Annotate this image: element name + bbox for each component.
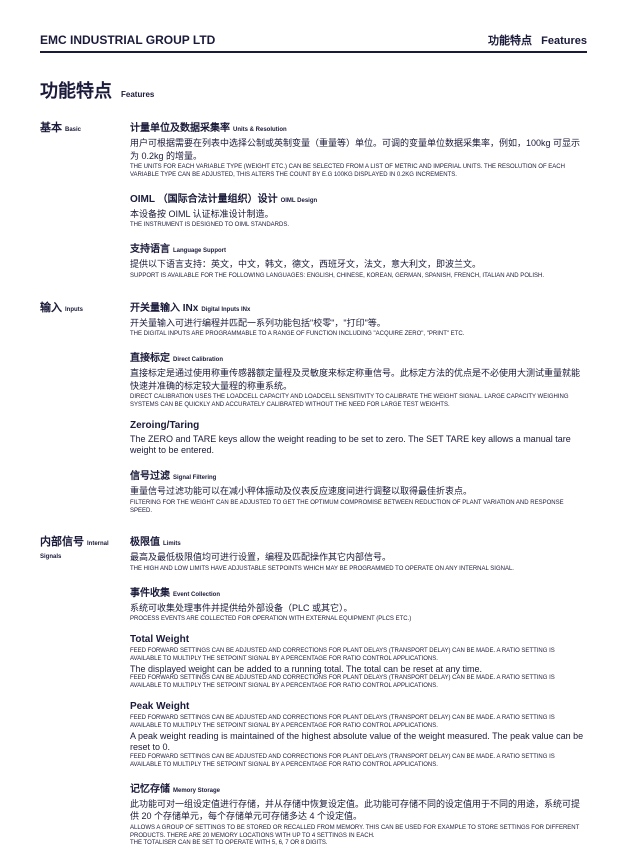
feature-desc-en: Feed forward settings can be adjusted an… [130, 675, 587, 691]
feature-title-cn: OIML （国际合法计量组织）设计 [130, 194, 278, 205]
feature-title-en: Event Collection [173, 592, 220, 598]
feature-title-en: Digital Inputs INx [201, 307, 250, 313]
feature: OIML （国际合法计量组织）设计OIML Design 本设备按 OIML 认证… [130, 190, 587, 230]
feature-title-cn: Zeroing/Taring [130, 420, 199, 431]
feature-title-en: Signal Filtering [173, 475, 216, 481]
feature-desc-cn: A peak weight reading is maintained of t… [130, 731, 587, 754]
feature-title-cn: Total Weight [130, 634, 189, 645]
feature-desc-cn: The displayed weight can be added to a r… [130, 664, 587, 676]
section-body: 极限值Limits 最高及最低极限值均可进行设置，编程及匹配操作其它内部信号。 Th… [130, 533, 587, 858]
feature-desc-en: Support is available for the following l… [130, 273, 587, 281]
section-body: 计量单位及数据采集率Units & Resolution 用户可根据需要在列表中选… [130, 119, 587, 291]
feature-title: OIML （国际合法计量组织）设计OIML Design [130, 190, 587, 205]
page-title-sub: Features [121, 90, 154, 99]
feature-title-en: Limits [163, 541, 181, 547]
section-label-cn: 内部信号 [40, 536, 84, 548]
feature-desc-en: The instrument is designed to OIML stand… [130, 222, 587, 230]
feature-title-en: Direct Calibration [173, 357, 223, 363]
feature-title: 极限值Limits [130, 533, 587, 548]
company-name: EMC INDUSTRIAL GROUP LTD [40, 33, 215, 47]
feature-title: 支持语言Language Support [130, 240, 587, 255]
feature-title-cn: 开关量输入 INx [130, 303, 198, 314]
header-right-en: Features [541, 35, 587, 47]
feature-title-cn: 支持语言 [130, 244, 170, 255]
feature-desc-en: Feed forward settings can be adjusted an… [130, 715, 587, 731]
feature: Total Weight Feed forward settings can be… [130, 634, 587, 691]
feature-desc-en: The high and low limits have adjustable … [130, 566, 587, 574]
feature-title-cn: 直接标定 [130, 353, 170, 364]
page-title-main: 功能特点 [40, 81, 112, 101]
feature-title: 信号过滤Signal Filtering [130, 467, 587, 482]
feature-desc-cn: The ZERO and TARE keys allow the weight … [130, 434, 587, 457]
feature-title: 计量单位及数据采集率Units & Resolution [130, 119, 587, 134]
page-header: EMC INDUSTRIAL GROUP LTD 功能特点 Features [40, 32, 587, 53]
feature: 支持语言Language Support 提供以下语言支持：英文，中文，韩文，德文… [130, 240, 587, 280]
feature-desc-cn: 此功能可对一组设定值进行存储，并从存储中恢复设定值。此功能可存储不同的设定值用于… [130, 798, 587, 823]
feature-title: Zeroing/Taring [130, 420, 587, 431]
section-label: 输入Inputs [40, 299, 130, 526]
feature-title-en: Language Support [173, 248, 226, 254]
feature-desc-en: Allows a group of settings to be stored … [130, 825, 587, 841]
header-right-cn: 功能特点 [488, 35, 532, 47]
feature-title-cn: Peak Weight [130, 701, 189, 712]
header-right: 功能特点 Features [488, 32, 587, 48]
feature-title: 开关量输入 INxDigital Inputs INx [130, 299, 587, 314]
feature-title: 事件收集Event Collection [130, 584, 587, 599]
feature: 开关量输入 INxDigital Inputs INx 开关量输入可进行编程并匹配… [130, 299, 587, 339]
section-label-en: Basic [65, 127, 81, 133]
feature-title-en: OIML Design [281, 198, 318, 204]
feature: 信号过滤Signal Filtering 重量信号过滤功能可以在减小秤体振动及仪表… [130, 467, 587, 515]
feature: Peak Weight Feed forward settings can be … [130, 701, 587, 770]
feature-desc-cn: 直接标定是通过使用称重传感器额定量程及灵敏度来标定称重信号。此标定方法的优点是不… [130, 367, 587, 392]
feature-desc-en: Direct calibration uses the loadcell cap… [130, 394, 587, 410]
section: 内部信号Internal Signals极限值Limits 最高及最低极限值均可进… [40, 533, 587, 858]
feature: 记忆存储Memory Storage 此功能可对一组设定值进行存储，并从存储中恢复… [130, 780, 587, 849]
feature-desc-cn: 用户可根据需要在列表中选择公制或英制变量（重量等）单位。可调的变量单位数据采集率… [130, 137, 587, 162]
feature: 计量单位及数据采集率Units & Resolution 用户可根据需要在列表中选… [130, 119, 587, 180]
section: 输入Inputs开关量输入 INxDigital Inputs INx开关量输入… [40, 299, 587, 526]
section-label: 基本Basic [40, 119, 130, 291]
feature-desc-cn: 开关量输入可进行编程并匹配一系列功能包括"校零"，"打印"等。 [130, 317, 587, 330]
section-label-cn: 输入 [40, 302, 62, 314]
feature-desc-cn: 最高及最低极限值均可进行设置，编程及匹配操作其它内部信号。 [130, 551, 587, 564]
feature: 直接标定Direct Calibration 直接标定是通过使用称重传感器额定量程… [130, 349, 587, 410]
feature-desc-en: Feed forward settings can be adjusted an… [130, 648, 587, 664]
feature-title-cn: 记忆存储 [130, 784, 170, 795]
feature: 事件收集Event Collection 系统可收集处理事件并提供给外部设备（PL… [130, 584, 587, 624]
feature-title-cn: 极限值 [130, 537, 160, 548]
feature-desc-cn: 本设备按 OIML 认证标准设计制造。 [130, 208, 587, 221]
feature-desc-cn: 重量信号过滤功能可以在减小秤体振动及仪表反应速度间进行调整以取得最佳折衷点。 [130, 485, 587, 498]
feature-desc-en: Filtering for the weight can be adjusted… [130, 500, 587, 516]
page-title: 功能特点 Features [40, 77, 587, 103]
feature-desc-en: The units for each variable type (weight… [130, 164, 587, 180]
section: 基本Basic计量单位及数据采集率Units & Resolution用户可根据… [40, 119, 587, 291]
feature-desc-en: Process events are collected for operati… [130, 616, 587, 624]
feature: 极限值Limits 最高及最低极限值均可进行设置，编程及匹配操作其它内部信号。 Th… [130, 533, 587, 573]
feature-title-cn: 计量单位及数据采集率 [130, 123, 230, 134]
section-label-cn: 基本 [40, 122, 62, 134]
section-label-en: Inputs [65, 307, 83, 313]
feature-title: Total Weight [130, 634, 587, 645]
feature-title: 记忆存储Memory Storage [130, 780, 587, 795]
feature-desc-en: Feed forward settings can be adjusted an… [130, 754, 587, 770]
feature-title: Peak Weight [130, 701, 587, 712]
section-body: 开关量输入 INxDigital Inputs INx 开关量输入可进行编程并匹配… [130, 299, 587, 526]
section-label: 内部信号Internal Signals [40, 533, 130, 858]
feature: Zeroing/Taring The ZERO and TARE keys all… [130, 420, 587, 457]
feature-desc-en: The digital inputs are programmable to a… [130, 331, 587, 339]
feature-title: 直接标定Direct Calibration [130, 349, 587, 364]
feature-title-en: Units & Resolution [233, 127, 287, 133]
feature-desc-en: The totaliser can be set to operate with… [130, 840, 587, 848]
feature-title-en: Memory Storage [173, 788, 220, 794]
feature-title-cn: 事件收集 [130, 588, 170, 599]
feature-desc-cn: 系统可收集处理事件并提供给外部设备（PLC 或其它）。 [130, 602, 587, 615]
feature-title-cn: 信号过滤 [130, 471, 170, 482]
feature-desc-cn: 提供以下语言支持：英文，中文，韩文，德文，西班牙文，法文，意大利文，即波兰文。 [130, 258, 587, 271]
